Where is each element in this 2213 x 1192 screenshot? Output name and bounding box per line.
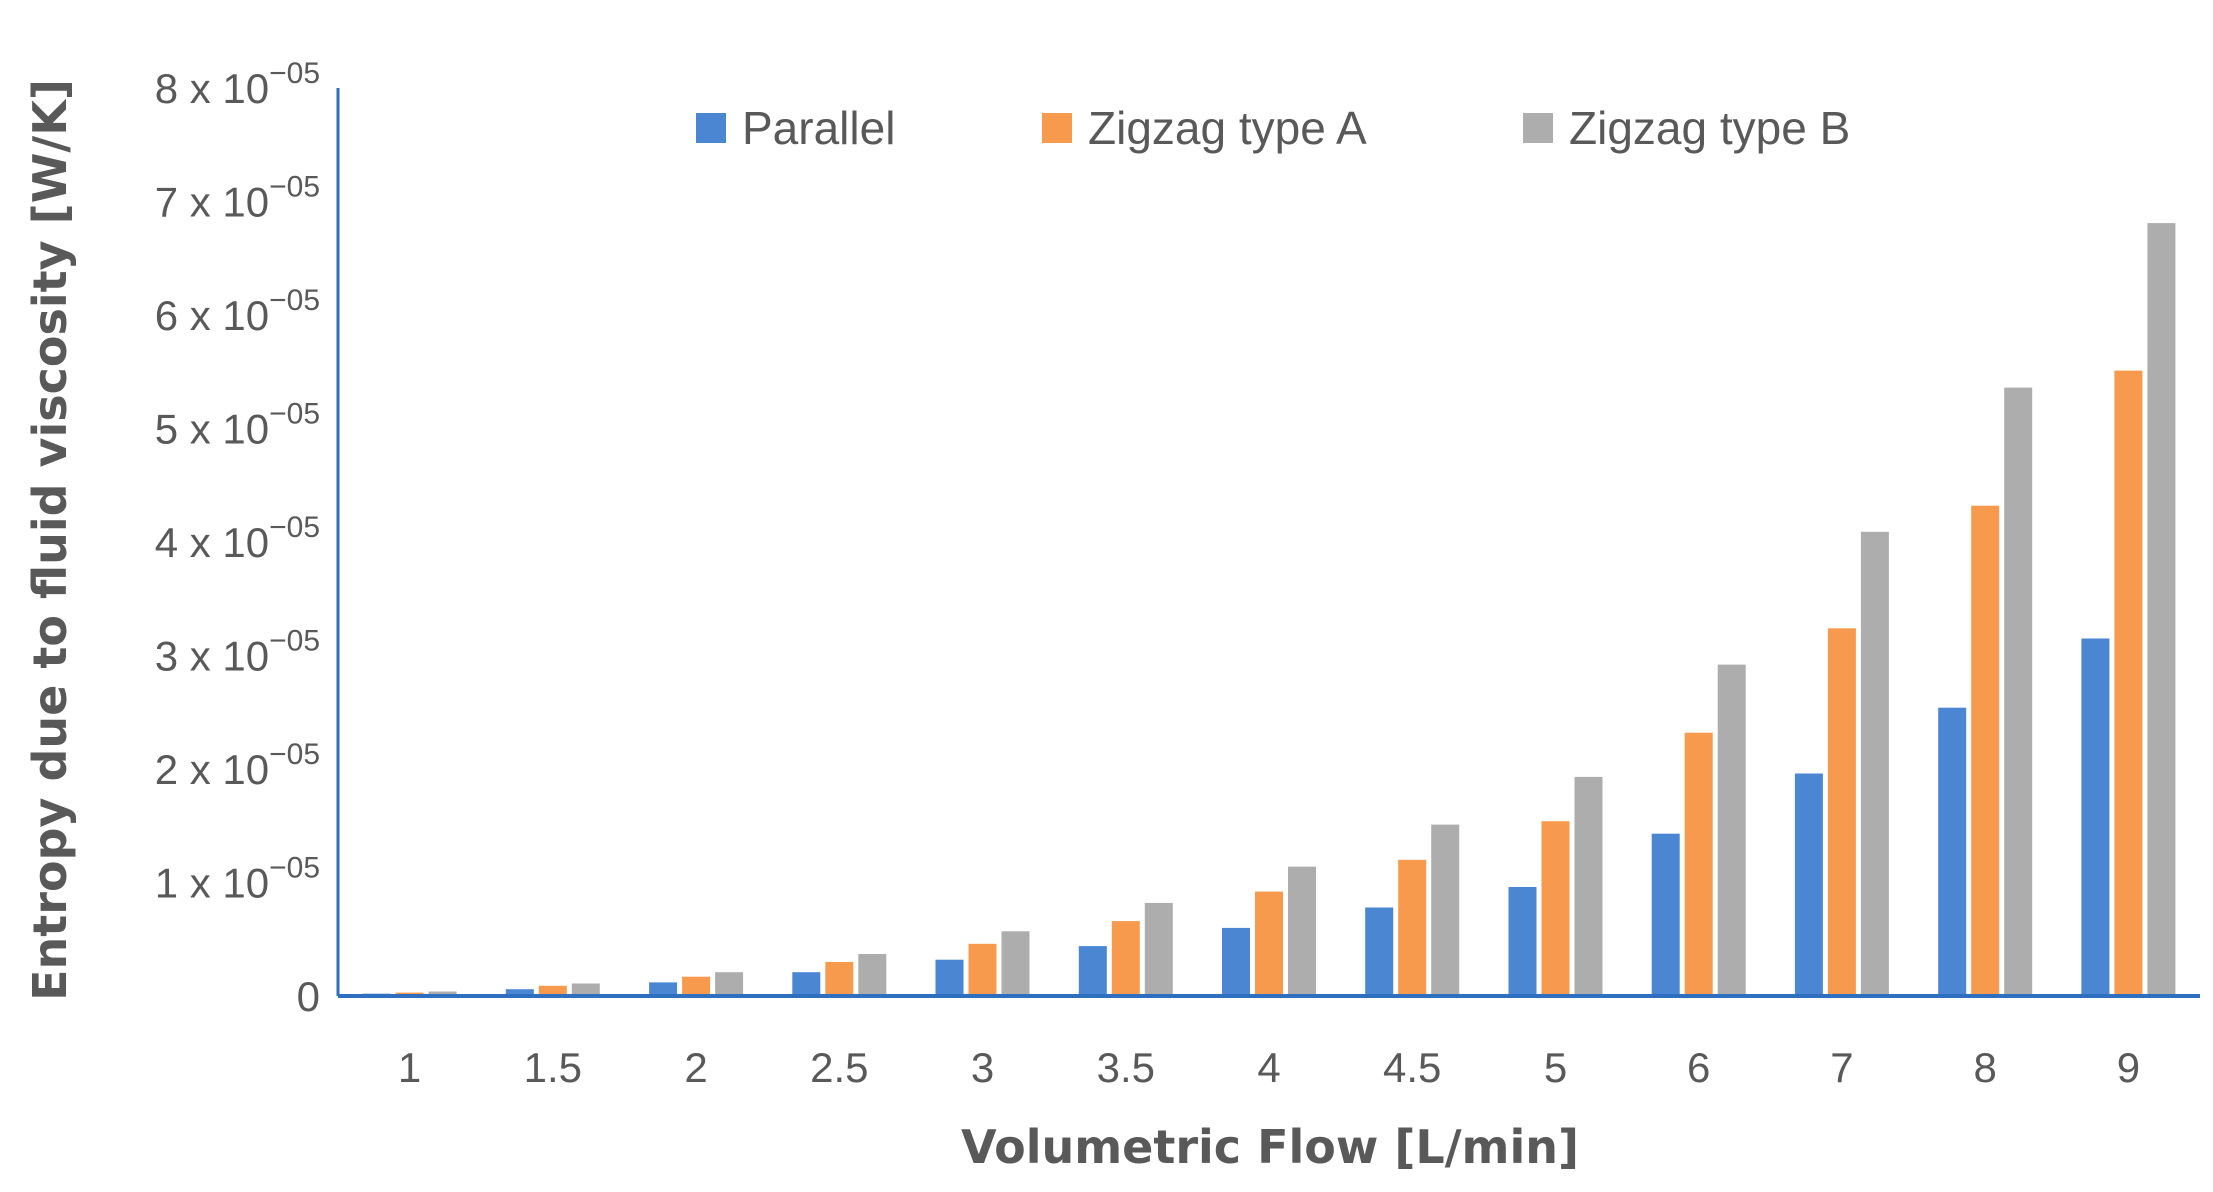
y-tick-label: 6 x 10−05	[155, 284, 320, 339]
bar-zigzag-type-b-9	[2147, 223, 2176, 997]
bar-parallel-1.5	[505, 989, 534, 996]
y-tick-label: 3 x 10−05	[155, 625, 320, 680]
bar-zigzag-type-a-1.5	[538, 985, 567, 996]
bar-parallel-3	[935, 959, 964, 996]
bars-group	[362, 223, 2176, 997]
bar-zigzag-type-b-6	[1717, 664, 1746, 996]
bar-zigzag-type-a-2	[682, 976, 711, 996]
legend-label: Zigzag type B	[1569, 102, 1850, 154]
bar-zigzag-type-b-1.5	[571, 983, 600, 996]
bar-zigzag-type-b-3.5	[1144, 902, 1173, 996]
bar-parallel-3.5	[1078, 946, 1107, 996]
x-tick-label: 6	[1687, 1044, 1710, 1091]
bar-zigzag-type-b-5	[1574, 776, 1603, 996]
legend-label: Parallel	[742, 102, 895, 154]
y-tick-label: 1 x 10−05	[155, 852, 320, 907]
y-axis-ticks: 0 1 x 10−05 2 x 10−05 3 x 10−05 4 x 10−05 5 x…	[155, 57, 320, 1020]
bar-zigzag-type-a-9	[2114, 370, 2143, 997]
bar-zigzag-type-b-3	[1001, 931, 1030, 996]
bar-zigzag-type-a-7	[1827, 628, 1856, 996]
legend-label: Zigzag type A	[1088, 102, 1367, 154]
bar-zigzag-type-a-4.5	[1398, 859, 1427, 996]
x-tick-label: 4	[1257, 1044, 1280, 1091]
x-tick-label: 5	[1544, 1044, 1567, 1091]
bar-parallel-7	[1794, 773, 1823, 996]
bar-zigzag-type-b-7	[1860, 531, 1889, 996]
bar-zigzag-type-a-5	[1541, 821, 1570, 996]
bar-zigzag-type-b-2.5	[858, 954, 887, 996]
bar-parallel-6	[1651, 833, 1680, 996]
bar-parallel-2.5	[792, 972, 821, 996]
x-tick-label: 3	[971, 1044, 994, 1091]
bar-parallel-2	[649, 982, 678, 996]
y-tick-label: 5 x 10−05	[155, 398, 320, 453]
y-tick-label: 2 x 10−05	[155, 738, 320, 793]
y-tick-label: 8 x 10−05	[155, 57, 320, 112]
bar-zigzag-type-a-2.5	[825, 962, 854, 996]
bar-parallel-8	[1938, 707, 1967, 996]
x-tick-label: 8	[1974, 1044, 1997, 1091]
bar-zigzag-type-a-8	[1971, 505, 2000, 996]
bar-zigzag-type-b-2	[715, 972, 744, 996]
y-tick-label: 0	[297, 973, 320, 1020]
bar-zigzag-type-a-3	[968, 943, 997, 996]
x-tick-label: 7	[1830, 1044, 1853, 1091]
bar-zigzag-type-a-4	[1255, 891, 1283, 996]
legend-swatch-parallel	[696, 113, 726, 143]
x-axis-ticks: 1 1.5 2 2.5 3 3.5 4 4.5 5 6 7 8 9	[398, 1044, 2140, 1091]
bar-zigzag-type-b-4	[1288, 866, 1316, 996]
x-tick-label: 1.5	[524, 1044, 582, 1091]
bar-zigzag-type-a-3.5	[1111, 921, 1140, 996]
legend-swatch-zigzag-type-a	[1042, 113, 1072, 143]
x-tick-label: 9	[2117, 1044, 2140, 1091]
bar-zigzag-type-b-1	[428, 991, 457, 996]
legend: Parallel Zigzag type A Zigzag type B	[696, 102, 1850, 154]
bar-parallel-4	[1222, 927, 1250, 996]
x-tick-label: 1	[398, 1044, 421, 1091]
bar-zigzag-type-b-4.5	[1431, 824, 1460, 996]
bar-parallel-4.5	[1365, 907, 1394, 996]
x-tick-label: 2	[684, 1044, 707, 1091]
x-tick-label: 2.5	[810, 1044, 868, 1091]
x-tick-label: 4.5	[1383, 1044, 1441, 1091]
bar-zigzag-type-a-6	[1684, 732, 1713, 996]
bar-parallel-9	[2081, 638, 2110, 996]
x-axis-title: Volumetric Flow [L/min]	[961, 1120, 1579, 1174]
bar-zigzag-type-b-8	[2004, 387, 2033, 997]
y-tick-label: 4 x 10−05	[155, 511, 320, 566]
legend-swatch-zigzag-type-b	[1523, 113, 1553, 143]
y-axis-title: Entropy due to fluid viscosity [W/K]	[23, 79, 77, 1001]
y-tick-label: 7 x 10−05	[155, 171, 320, 226]
x-tick-label: 3.5	[1097, 1044, 1155, 1091]
bar-parallel-5	[1508, 887, 1537, 996]
